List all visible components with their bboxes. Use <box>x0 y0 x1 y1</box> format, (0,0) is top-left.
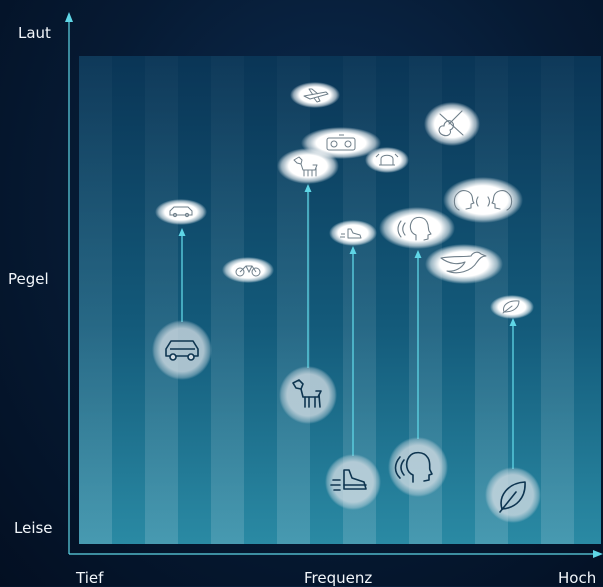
speaking-head-icon <box>394 451 433 483</box>
source-circles <box>152 320 541 523</box>
car-icon <box>165 340 199 361</box>
bicycle-bubble <box>222 257 274 283</box>
leaf-circle <box>485 467 541 523</box>
conversation-bubble <box>443 177 523 223</box>
alarm-bubble <box>365 147 409 173</box>
speaking-head-icon <box>397 216 432 241</box>
dog-icon <box>292 379 322 408</box>
car-circle <box>152 320 212 380</box>
y-axis <box>65 12 73 554</box>
bird-bubble <box>425 244 503 284</box>
x-axis-arrowhead <box>593 550 603 558</box>
violin-bubble <box>424 102 480 146</box>
y-axis-top-label: Laut <box>18 24 51 42</box>
level-arrowheads <box>178 184 517 326</box>
footsteps-circle <box>325 454 381 510</box>
y-axis-title: Pegel <box>8 270 49 288</box>
car-icon <box>169 206 193 218</box>
x-axis-title: Frequenz <box>304 569 373 587</box>
speaking-circle <box>388 437 448 497</box>
y-axis-bottom-label: Leise <box>14 519 53 537</box>
dog-bubble <box>277 148 339 184</box>
conversation-icon <box>453 190 513 211</box>
bird-icon <box>440 251 487 274</box>
speaking-bubble <box>379 207 455 249</box>
bicycle-icon <box>235 265 261 277</box>
radio-icon <box>326 134 356 151</box>
dog-icon <box>293 156 318 177</box>
leaf-icon <box>499 481 526 513</box>
violin-icon <box>438 110 464 137</box>
car-bubble <box>155 199 207 225</box>
x-axis-right-label: Hoch <box>558 569 597 587</box>
shoe-icon <box>330 469 367 491</box>
leaf-icon <box>502 300 520 314</box>
panel-stripes <box>79 56 574 544</box>
y-axis-arrowhead <box>65 12 73 22</box>
level-arrows <box>181 188 514 469</box>
leaf-bubble <box>490 295 534 319</box>
airplane-icon <box>303 88 329 103</box>
alarm-bell-icon <box>375 153 399 166</box>
x-axis-left-label: Tief <box>76 569 104 587</box>
level-bubbles <box>155 82 534 319</box>
dog-circle <box>279 366 337 424</box>
shoe-icon <box>340 228 362 239</box>
x-axis <box>69 550 603 558</box>
footsteps-bubble <box>329 220 377 246</box>
airplane-bubble <box>290 82 340 108</box>
